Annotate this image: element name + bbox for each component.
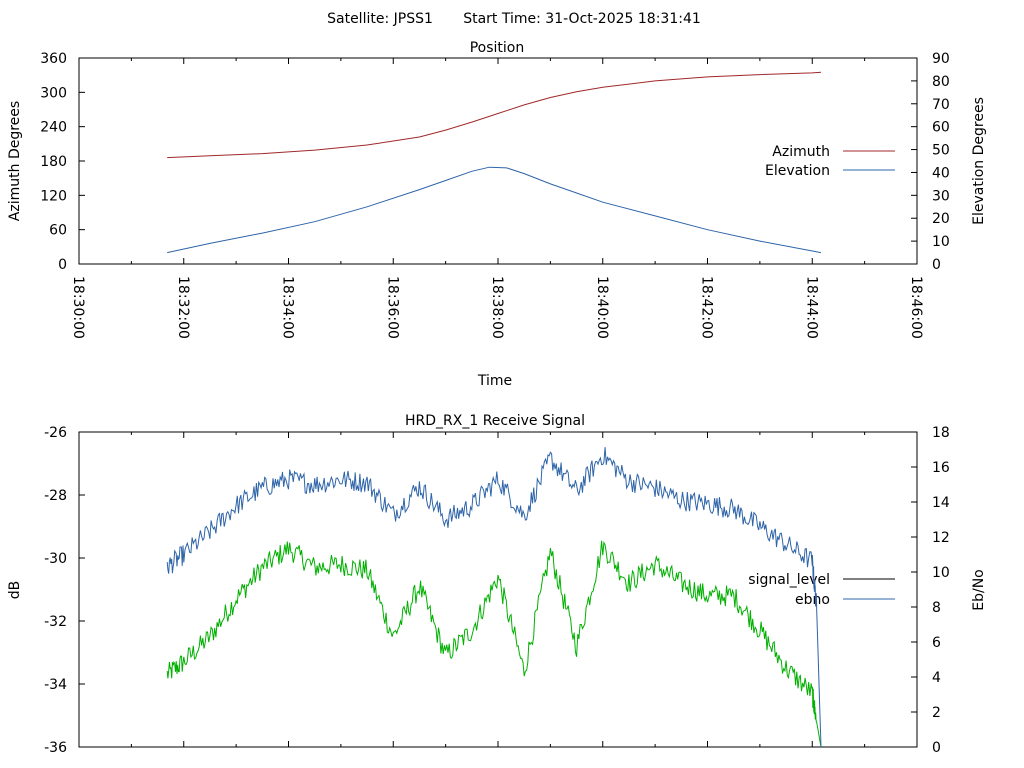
signal-y2-axis-label: Eb/No (971, 569, 987, 611)
plot-frame-0 (78, 57, 918, 265)
y-tick-label: 180 (40, 154, 67, 170)
y-tick-label: 360 (40, 51, 67, 67)
y2-tick-label: 50 (932, 143, 950, 159)
series-line-elevation (167, 166, 822, 254)
signal-y-axis-label: dB (7, 581, 23, 600)
y-tick-label: -32 (44, 614, 67, 630)
y-tick-label: -36 (44, 740, 67, 756)
y2-tick-label: 4 (932, 670, 941, 686)
y2-tick-label: 10 (932, 565, 950, 581)
y2-tick-label: 60 (932, 120, 950, 136)
x-tick-label: 18:30:00 (70, 276, 86, 339)
series-line-azimuth (167, 71, 822, 159)
y-tick-label: 60 (49, 223, 67, 239)
x-tick-label: 18:42:00 (699, 276, 715, 339)
x-tick-label: 18:34:00 (280, 276, 296, 339)
signal-chart-title: HRD_RX_1 Receive Signal (405, 413, 585, 429)
x-tick-label: 18:36:00 (384, 276, 400, 339)
y-tick-label: -30 (44, 551, 67, 567)
x-tick-label: 18:38:00 (489, 276, 505, 339)
legend-label-signal-level: signal_level (748, 572, 830, 588)
position-chart-title: Position (470, 40, 525, 56)
y2-tick-label: 6 (932, 635, 941, 651)
y2-tick-label: 30 (932, 188, 950, 204)
series-line-ebno (166, 447, 822, 748)
legend-label-azimuth: Azimuth (772, 144, 830, 160)
y2-tick-label: 20 (932, 211, 950, 227)
y-tick-label: 120 (40, 188, 67, 204)
x-tick-label: 18:44:00 (803, 276, 819, 339)
position-x-axis-label: Time (477, 373, 512, 389)
y2-tick-label: 10 (932, 234, 950, 250)
legend-label-ebno: ebno (795, 592, 830, 608)
y2-tick-label: 18 (932, 425, 950, 441)
y2-tick-label: 40 (932, 165, 950, 181)
y-tick-label: -34 (44, 677, 67, 693)
satellite-label: Satellite: JPSS1 (327, 11, 433, 27)
y-tick-label: 240 (40, 120, 67, 136)
y2-tick-label: 2 (932, 705, 941, 721)
y2-tick-label: 0 (932, 740, 941, 756)
x-tick-label: 18:46:00 (908, 276, 924, 339)
y2-tick-label: 70 (932, 97, 950, 113)
position-y2-axis-label: Elevation Degrees (971, 97, 987, 225)
y2-tick-label: 16 (932, 460, 950, 476)
x-tick-label: 18:40:00 (594, 276, 610, 339)
y2-tick-label: 80 (932, 74, 950, 90)
y2-tick-label: 0 (932, 257, 941, 273)
y-tick-label: 0 (58, 257, 67, 273)
y2-tick-label: 14 (932, 495, 950, 511)
y-tick-label: 300 (40, 85, 67, 101)
y-tick-label: -26 (44, 425, 67, 441)
start-time-label: Start Time: 31-Oct-2025 18:31:41 (463, 11, 701, 27)
y2-tick-label: 12 (932, 530, 950, 546)
y2-tick-label: 90 (932, 51, 950, 67)
position-y-axis-label: Azimuth Degrees (7, 101, 23, 221)
y2-tick-label: 8 (932, 600, 941, 616)
legend-label-elevation: Elevation (765, 163, 830, 179)
series-line-signal-level (166, 540, 822, 748)
y-tick-label: -28 (44, 488, 67, 504)
x-tick-label: 18:32:00 (175, 276, 191, 339)
